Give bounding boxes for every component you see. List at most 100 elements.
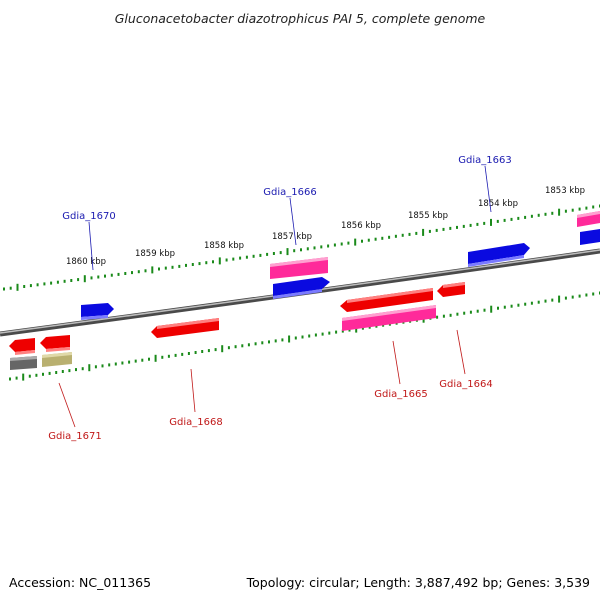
gene-feature-gdia-1670[interactable] (81, 303, 114, 320)
lower-track-minor-tick (187, 352, 190, 355)
gene-label-gdia-1664[interactable]: Gdia_1664 (439, 379, 492, 390)
lower-track-minor-tick (592, 292, 595, 296)
upper-track-minor-tick (43, 282, 46, 286)
map-title: Gluconacetobacter diazotrophicus PAI 5, … (115, 11, 486, 26)
upper-track-minor-tick (333, 243, 336, 247)
lower-track-minor-tick (368, 325, 371, 329)
gene-feature-gdia-1665[interactable] (342, 305, 436, 331)
upper-track-minor-tick (510, 217, 513, 221)
lower-track-minor-tick (510, 304, 513, 308)
upper-track-minor-tick (144, 269, 147, 273)
upper-track-minor-tick (578, 207, 581, 211)
lower-track-minor-tick (75, 368, 77, 372)
upper-track-minor-tick (232, 257, 235, 261)
gene-feature-gdia-1666-pink[interactable] (270, 257, 328, 279)
upper-track-minor-tick (164, 266, 167, 270)
gene-feature-right-blue[interactable] (580, 229, 600, 245)
upper-track-minor-tick (36, 283, 39, 287)
upper-track-major-tick (286, 248, 289, 256)
upper-track-major-tick (354, 238, 357, 246)
upper-track-minor-tick (442, 227, 445, 231)
lower-track-minor-tick (308, 334, 311, 338)
upper-track-minor-tick (239, 256, 242, 260)
gene-label-gdia-1670[interactable]: Gdia_1670 (62, 211, 115, 222)
upper-tick-track (3, 204, 600, 291)
gene-feature-left-red-1[interactable] (9, 338, 35, 355)
kbp-label-1858: 1858 kbp (204, 241, 244, 251)
gene-feature-olive[interactable] (42, 352, 72, 367)
upper-track-major-tick (218, 257, 221, 265)
lower-track-minor-tick (241, 344, 244, 348)
gene-label-gdia-1666[interactable]: Gdia_1666 (263, 187, 316, 198)
gene-feature-gdia-1664[interactable] (437, 282, 465, 297)
lower-track-minor-tick (281, 338, 284, 342)
gene-label-gdia-1668[interactable]: Gdia_1668 (169, 417, 222, 428)
upper-track-minor-tick (503, 218, 506, 222)
lower-track-minor-tick (361, 326, 364, 330)
gene-feature-gdia-1663[interactable] (468, 243, 530, 267)
gene-label-gdia-1665[interactable]: Gdia_1665 (374, 389, 427, 400)
lower-track-minor-tick (335, 330, 338, 334)
lower-track-minor-tick (15, 376, 18, 380)
upper-track-minor-tick (585, 206, 588, 210)
gene-feature-gdia-1665-red[interactable] (340, 288, 433, 312)
upper-track-minor-tick (3, 287, 5, 291)
upper-track-minor-tick (564, 209, 567, 213)
lower-track-minor-tick (476, 309, 479, 313)
upper-track-minor-tick (401, 233, 404, 237)
upper-track-minor-tick (415, 231, 418, 235)
gene-feature-gdia-1671[interactable] (10, 356, 37, 370)
gene-label-gdia-1663[interactable]: Gdia_1663 (458, 155, 511, 166)
upper-track-minor-tick (537, 213, 540, 217)
lower-track-minor-tick (101, 364, 104, 368)
lower-track-minor-tick (463, 311, 466, 315)
callout-line-gdia-1663 (484, 165, 492, 213)
lower-track-minor-tick (35, 373, 38, 377)
upper-track-minor-tick (56, 280, 59, 284)
gene-feature-gdia-1666[interactable] (273, 277, 330, 299)
accession-text: Accession: NC_011365 (9, 575, 152, 590)
gene-label-gdia-1671[interactable]: Gdia_1671 (48, 431, 101, 442)
upper-track-minor-tick (428, 229, 431, 233)
upper-track-minor-tick (469, 223, 472, 227)
upper-track-minor-tick (124, 272, 127, 275)
upper-track-minor-tick (462, 224, 465, 228)
upper-track-major-tick (558, 208, 561, 216)
callout-line-gdia-1664 (456, 329, 466, 375)
lower-track-minor-tick (537, 300, 540, 304)
upper-track-minor-tick (300, 248, 302, 252)
callout-line-gdia-1665 (392, 340, 401, 385)
upper-track-minor-tick (245, 255, 248, 259)
gene-feature-right-pink[interactable] (577, 211, 600, 227)
upper-track-minor-tick (205, 261, 208, 265)
lower-track-minor-tick (578, 294, 581, 298)
lower-track-minor-tick (108, 363, 111, 367)
lower-track-major-tick (221, 345, 224, 353)
lower-track-minor-tick (442, 314, 445, 318)
upper-track-minor-tick (90, 276, 93, 280)
lower-track-minor-tick (68, 369, 71, 373)
upper-track-major-tick (422, 228, 425, 236)
lower-track-minor-tick (436, 315, 439, 319)
lower-track-minor-tick (301, 335, 304, 339)
lower-track-minor-tick (201, 350, 204, 353)
kbp-label-1859: 1859 kbp (135, 249, 175, 259)
kbp-label-1853: 1853 kbp (545, 186, 585, 196)
callout-line-gdia-1670 (88, 221, 94, 271)
gene-feature-left-red-2[interactable] (40, 335, 70, 352)
lower-track-minor-tick (61, 370, 64, 373)
upper-track-minor-tick (23, 285, 26, 288)
lower-track-minor-tick (544, 299, 547, 303)
kbp-label-1857: 1857 kbp (272, 232, 312, 242)
lower-track-minor-tick (128, 360, 131, 364)
lower-track-minor-tick (274, 339, 277, 343)
lower-track-minor-tick (141, 358, 144, 362)
upper-track-minor-tick (347, 241, 350, 245)
upper-track-minor-tick (394, 234, 397, 238)
lower-track-minor-tick (55, 371, 58, 374)
gene-feature-gdia-1668[interactable] (151, 318, 219, 338)
upper-track-minor-tick (178, 264, 181, 268)
upper-track-minor-tick (517, 216, 520, 220)
lower-track-minor-tick (114, 362, 117, 366)
upper-track-minor-tick (158, 267, 160, 271)
